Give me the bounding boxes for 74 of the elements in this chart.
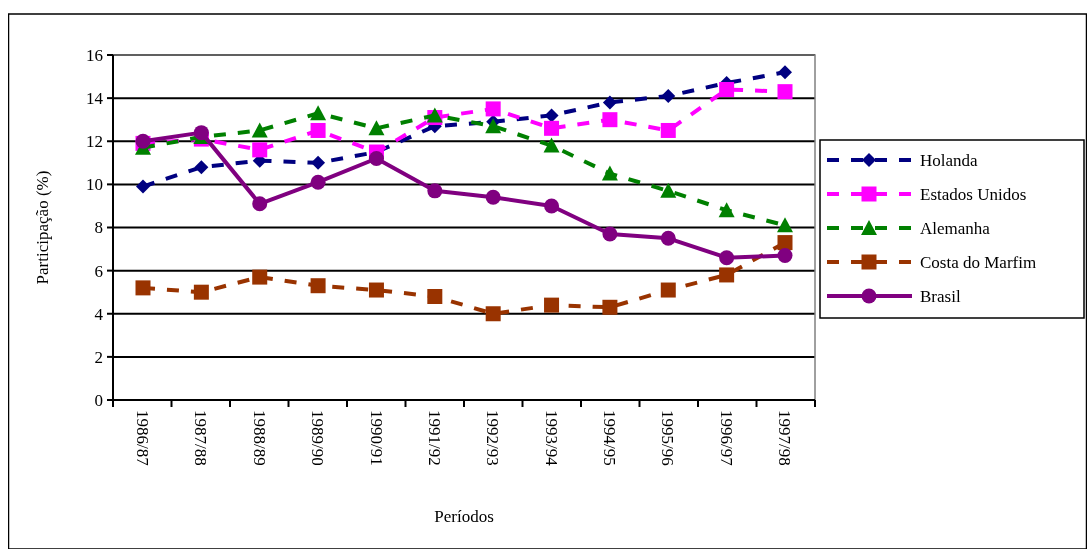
point — [544, 120, 560, 136]
x-tick-label: 1997/98 — [775, 410, 795, 466]
point — [661, 88, 676, 103]
point — [252, 142, 268, 158]
point — [194, 160, 209, 175]
point — [368, 151, 384, 166]
point — [719, 82, 735, 97]
legend-label: Estados Unidos — [920, 184, 1027, 204]
x-tick-label: 1986/87 — [133, 410, 153, 467]
x-tick-label: 1987/88 — [191, 410, 211, 466]
x-tick-label: 1996/97 — [716, 410, 736, 467]
x-tick-label: 1988/89 — [249, 410, 269, 466]
point — [485, 306, 501, 322]
point — [427, 289, 443, 304]
x-tick-label: 1991/92 — [424, 410, 444, 466]
point — [310, 174, 326, 190]
point — [602, 112, 618, 128]
point — [544, 198, 560, 214]
y-tick-label: 8 — [94, 218, 103, 238]
point — [252, 269, 268, 285]
point — [778, 65, 792, 80]
y-axis-title: Participação (%) — [33, 170, 52, 285]
legend-label: Costa do Marfim — [920, 252, 1037, 272]
point — [310, 122, 326, 138]
point — [660, 122, 676, 138]
point — [136, 179, 150, 194]
point — [660, 182, 677, 198]
point — [544, 108, 559, 123]
point — [135, 280, 151, 296]
point — [777, 248, 793, 264]
point — [719, 250, 735, 266]
point — [368, 120, 385, 136]
point — [485, 101, 501, 117]
point — [660, 282, 676, 298]
point — [252, 196, 268, 212]
y-tick-label: 14 — [86, 89, 104, 109]
point — [544, 297, 560, 313]
point — [310, 105, 327, 121]
x-tick-label: 1995/96 — [658, 410, 678, 466]
y-tick-label: 12 — [86, 132, 103, 152]
x-tick-label: 1990/91 — [366, 410, 386, 466]
point — [602, 299, 618, 315]
point — [485, 189, 501, 205]
x-tick-label: 1993/94 — [541, 410, 561, 467]
y-tick-label: 4 — [94, 304, 104, 324]
legend-label: Alemanha — [920, 218, 991, 238]
x-tick-label: 1989/90 — [308, 410, 328, 466]
point — [310, 278, 326, 294]
point — [602, 226, 618, 242]
point — [543, 137, 560, 153]
point — [311, 155, 326, 170]
y-tick-label: 6 — [94, 261, 103, 281]
x-tick-label: 1992/93 — [483, 410, 503, 466]
legend-label: Brasil — [920, 286, 961, 306]
point — [601, 165, 618, 181]
y-tick-label: 0 — [94, 390, 103, 410]
y-tick-label: 10 — [86, 175, 103, 195]
point — [602, 95, 617, 110]
point — [427, 183, 443, 199]
legend-label: Holanda — [920, 150, 979, 170]
point — [777, 217, 793, 233]
point — [777, 84, 793, 100]
point — [485, 118, 502, 134]
x-axis-title: Períodos — [434, 507, 494, 526]
point — [193, 284, 209, 300]
point — [368, 282, 384, 298]
point — [719, 267, 735, 283]
y-tick-label: 16 — [86, 45, 103, 65]
point — [251, 122, 268, 138]
point — [660, 230, 676, 246]
point — [718, 202, 735, 218]
y-tick-label: 2 — [94, 347, 103, 367]
x-tick-label: 1994/95 — [599, 410, 619, 466]
point — [777, 235, 793, 251]
